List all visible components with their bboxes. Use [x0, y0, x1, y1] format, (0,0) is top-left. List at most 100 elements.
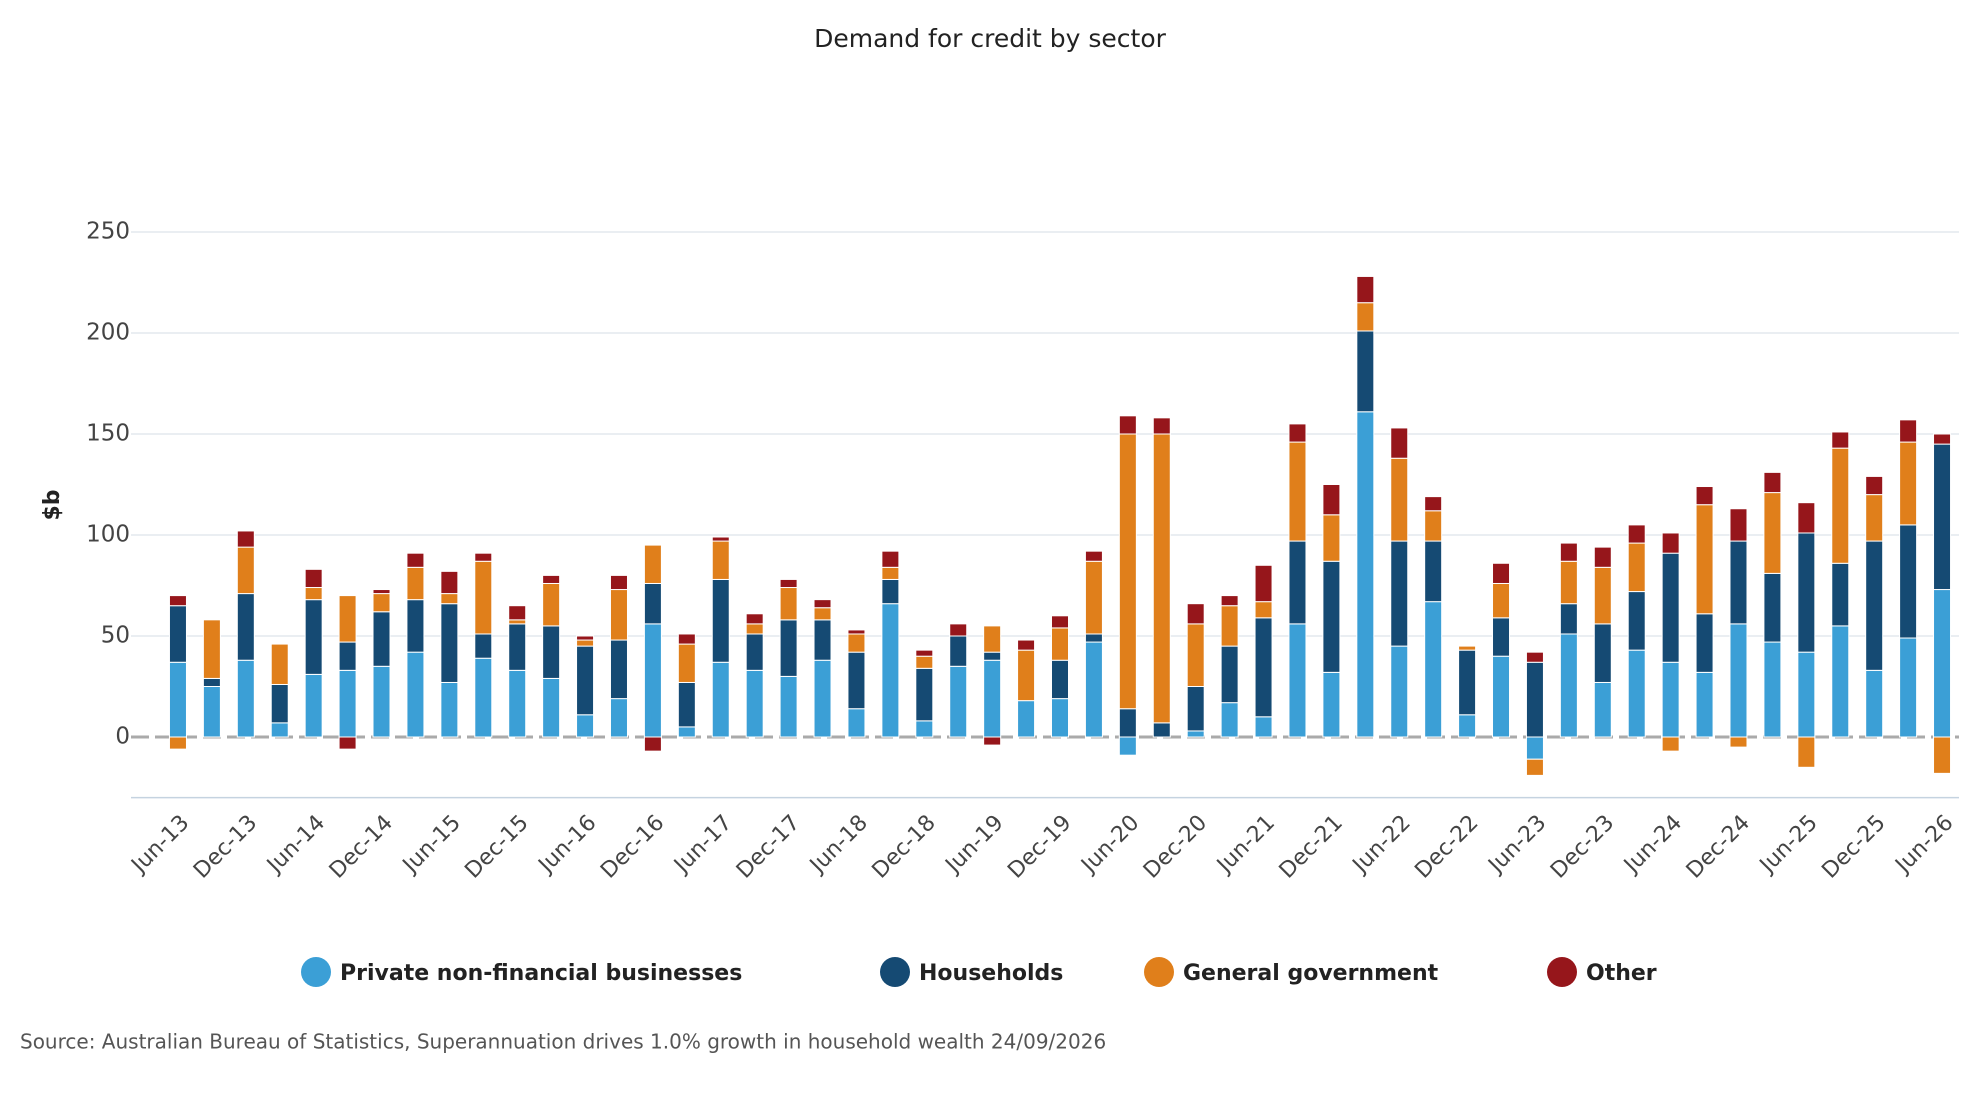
bar-segment: [881, 603, 900, 738]
bar-segment: [1763, 492, 1782, 574]
bar-segment: [1525, 661, 1544, 738]
bar-segment: [1424, 510, 1443, 542]
bar-segment: [304, 568, 323, 589]
x-tick-label: Jun-21: [1211, 810, 1280, 879]
legend-label: Other: [1586, 961, 1657, 986]
bar-segment: [1797, 736, 1816, 768]
bar-segment: [1933, 736, 1952, 774]
bar-segment: [1593, 623, 1612, 683]
bar-segment: [1118, 736, 1137, 756]
y-tick-label: 200: [86, 320, 130, 346]
bar-segment: [1831, 625, 1850, 738]
bar-segment: [1763, 641, 1782, 738]
bar-segment: [576, 639, 595, 647]
bar-segment: [1424, 496, 1443, 512]
x-tick-label: Jun-17: [668, 810, 737, 879]
bar-segment: [1084, 633, 1103, 643]
bar-segment: [1865, 475, 1884, 496]
bar-segment: [1695, 486, 1714, 506]
bar-segment: [304, 587, 323, 601]
bar-segment: [1593, 566, 1612, 625]
bar-segment: [983, 659, 1002, 738]
bar-segment: [542, 574, 561, 584]
bar-segment: [1729, 540, 1748, 625]
bar-segment: [1051, 627, 1069, 661]
x-tick-label: Jun-15: [397, 810, 466, 879]
bar-segment: [1017, 639, 1036, 651]
bar-segment: [1356, 330, 1375, 413]
bar-segment: [1899, 441, 1918, 526]
bar-segment: [474, 552, 493, 562]
bar-segment: [677, 681, 696, 728]
y-tick-label: 0: [115, 724, 130, 750]
bar-segment: [1695, 504, 1714, 615]
bar-segment: [1152, 417, 1171, 435]
bar-segment: [915, 720, 934, 738]
bar-segment: [406, 599, 425, 653]
bar-segment: [1797, 502, 1816, 534]
x-tick-label: Jun-24: [1618, 810, 1687, 879]
bar-segment: [779, 578, 798, 589]
bar-segment: [1288, 423, 1307, 443]
bar-segment: [508, 605, 527, 621]
x-tick-label: Dec-14: [325, 810, 398, 883]
bar-segment: [1288, 623, 1307, 738]
bar-segment: [779, 675, 798, 738]
bar-segment: [1899, 419, 1918, 443]
bar-segment: [270, 643, 289, 685]
bar-segment: [1424, 601, 1443, 738]
x-tick-label: Jun-20: [1076, 810, 1145, 879]
bar-segment: [1118, 415, 1137, 435]
bar-segment: [609, 574, 628, 591]
bar-segment: [1186, 623, 1205, 688]
bar-segment: [168, 661, 187, 738]
bar-segment: [1593, 681, 1612, 738]
bar-segment: [406, 651, 425, 738]
bar-segment: [1695, 671, 1714, 738]
bar-segment: [881, 550, 900, 568]
bar-segment: [474, 560, 493, 635]
bar-segment: [372, 665, 391, 738]
bar-segment: [440, 681, 459, 738]
bar-segment: [1627, 591, 1646, 651]
bar-segment: [1661, 661, 1680, 738]
bar-segment: [677, 643, 696, 683]
bar-segment: [1763, 471, 1782, 494]
bar-segment: [1525, 736, 1544, 760]
legend-label: Private non-financial businesses: [340, 961, 742, 986]
bar-segment: [1831, 431, 1850, 449]
bar-segment: [643, 544, 662, 584]
bar-segment: [576, 635, 595, 641]
bar-segment: [1865, 540, 1884, 671]
bar-segment: [1593, 546, 1612, 568]
bar-segment: [915, 655, 934, 669]
bar-segment: [474, 633, 493, 659]
bar-segment: [1118, 708, 1137, 738]
bar-segment: [847, 629, 866, 635]
bar-segment: [338, 641, 357, 671]
bar-segment: [440, 593, 459, 605]
bar-segment: [236, 530, 255, 548]
bar-segment: [609, 639, 628, 700]
bar-segment: [711, 536, 730, 542]
bar-segment: [1390, 427, 1409, 459]
bar-segment: [1492, 562, 1511, 584]
x-tick-label: Dec-22: [1410, 810, 1483, 883]
bar-segment: [1152, 722, 1171, 738]
bar-segment: [338, 595, 357, 643]
bar-segment: [1492, 617, 1511, 657]
bar-segment: [168, 736, 187, 750]
x-tick-label: Dec-21: [1275, 810, 1348, 883]
bar-segment: [813, 599, 832, 609]
y-axis-label: $b: [40, 489, 65, 520]
bar-segment: [372, 611, 391, 667]
bar-segment: [1695, 613, 1714, 673]
bar-segment: [304, 673, 323, 738]
bar-segment: [1254, 601, 1273, 619]
bar-segment: [1797, 651, 1816, 738]
x-tick-label: Jun-25: [1754, 810, 1823, 879]
bar-segment: [1254, 716, 1273, 738]
legend-label: Households: [919, 961, 1063, 986]
legend-swatch: [301, 957, 331, 987]
bar-segment: [983, 736, 1002, 746]
